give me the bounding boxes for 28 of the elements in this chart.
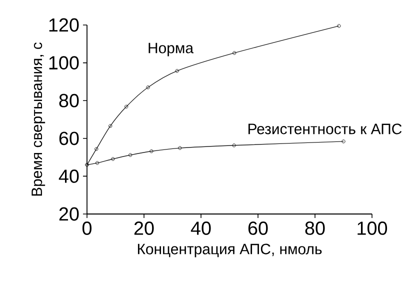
x-axis-title: Концентрация АПС, нмоль bbox=[138, 244, 322, 258]
point bbox=[94, 147, 98, 151]
point bbox=[128, 153, 132, 157]
point bbox=[146, 86, 150, 90]
point bbox=[111, 157, 115, 161]
y-tick-label: 100 bbox=[49, 56, 79, 70]
y-tick-label: 60 bbox=[59, 132, 79, 146]
x-tick-label: 100 bbox=[358, 222, 388, 235]
point bbox=[108, 124, 112, 128]
series-label: Норма bbox=[148, 42, 194, 56]
point bbox=[178, 146, 182, 150]
y-tick-label: 40 bbox=[58, 169, 79, 183]
series-label: Резистентность к АПС bbox=[248, 124, 402, 134]
point bbox=[175, 69, 179, 73]
point bbox=[232, 144, 236, 148]
y-axis-title: Время свертывания, с bbox=[32, 42, 46, 196]
x-tick-label: 0 bbox=[82, 222, 92, 235]
y-tick-label: 20 bbox=[59, 207, 79, 221]
x-tick-label: 20 bbox=[134, 222, 154, 235]
point bbox=[232, 51, 236, 55]
x-tick-label: 80 bbox=[305, 222, 325, 235]
point bbox=[124, 104, 128, 108]
y-tick-label: 120 bbox=[49, 18, 79, 32]
x-tick-label: 60 bbox=[248, 222, 268, 235]
point bbox=[95, 161, 100, 165]
x-tick-label: 40 bbox=[190, 222, 211, 235]
y-tick-label: 80 bbox=[59, 94, 79, 108]
point bbox=[150, 149, 154, 154]
